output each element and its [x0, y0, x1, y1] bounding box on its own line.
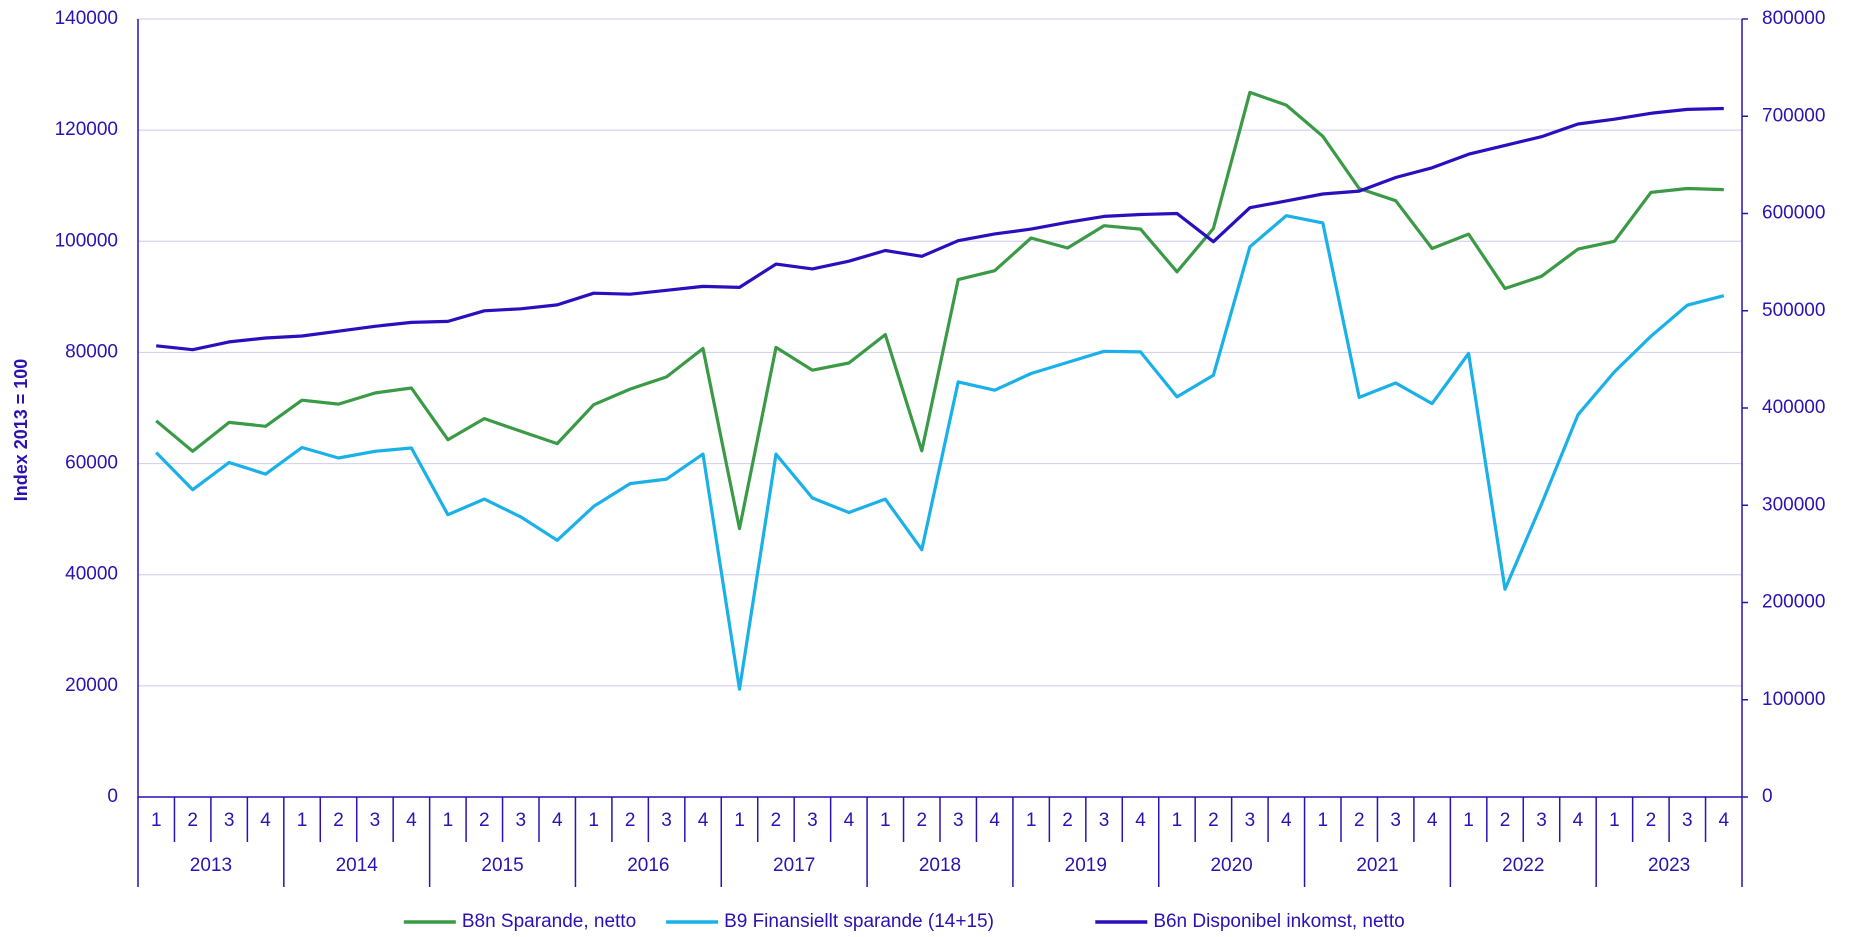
x-tick-label: 2	[333, 810, 344, 831]
y2-tick-label: 600000	[1762, 203, 1825, 224]
x-tick-label: 1	[297, 810, 308, 831]
series-line	[155, 90, 1724, 531]
x-group-label: 2016	[627, 855, 669, 876]
y-tick-label: 60000	[65, 453, 118, 474]
x-group-label: 2017	[773, 855, 815, 876]
y2-tick-label: 0	[1762, 786, 1773, 807]
x-tick-label: 4	[698, 810, 709, 831]
x-group-label: 2014	[336, 855, 379, 876]
x-tick-label: 2	[916, 810, 927, 831]
y-tick-label: 0	[107, 786, 118, 807]
y-tick-label: 140000	[55, 8, 118, 29]
x-tick-label: 2	[771, 810, 782, 831]
x-tick-label: 3	[370, 810, 381, 831]
x-tick-label: 1	[1172, 810, 1183, 831]
x-tick-label: 4	[260, 810, 271, 831]
x-group-label: 2022	[1502, 855, 1544, 876]
y2-tick-label: 700000	[1762, 105, 1825, 126]
x-tick-label: 3	[1682, 810, 1693, 831]
y2-tick-label: 400000	[1762, 397, 1825, 418]
x-tick-label: 4	[1573, 810, 1584, 831]
x-tick-label: 3	[807, 810, 818, 831]
x-group-label: 2015	[481, 855, 523, 876]
y2-tick-label: 200000	[1762, 592, 1825, 613]
x-tick-label: 4	[1281, 810, 1292, 831]
legend-label: B8n Sparande, netto	[462, 911, 636, 932]
x-tick-label: 1	[1463, 810, 1474, 831]
x-tick-label: 1	[1317, 810, 1328, 831]
x-tick-label: 2	[1646, 810, 1657, 831]
y-tick-label: 40000	[65, 564, 118, 585]
y2-tick-label: 500000	[1762, 300, 1825, 321]
x-tick-label: 1	[880, 810, 891, 831]
x-group-label: 2018	[919, 855, 961, 876]
y2-tick-label: 800000	[1762, 8, 1825, 29]
x-tick-label: 2	[1500, 810, 1511, 831]
x-tick-label: 1	[1609, 810, 1620, 831]
x-tick-label: 1	[1026, 810, 1037, 831]
x-tick-label: 2	[1208, 810, 1219, 831]
y-tick-label: 80000	[65, 341, 118, 362]
x-group-label: 2020	[1210, 855, 1252, 876]
x-tick-label: 1	[443, 810, 454, 831]
x-tick-label: 2	[625, 810, 636, 831]
x-tick-label: 4	[844, 810, 855, 831]
x-tick-label: 2	[1062, 810, 1073, 831]
x-tick-label: 2	[187, 810, 198, 831]
x-tick-label: 1	[734, 810, 745, 831]
x-tick-label: 2	[1354, 810, 1365, 831]
x-tick-label: 3	[1245, 810, 1256, 831]
x-tick-label: 2	[479, 810, 490, 831]
x-tick-label: 3	[1099, 810, 1110, 831]
y-tick-label: 100000	[55, 230, 118, 251]
x-group-label: 2021	[1356, 855, 1398, 876]
x-tick-label: 4	[1135, 810, 1146, 831]
x-tick-label: 4	[989, 810, 1000, 831]
legend-label: B6n Disponibel inkomst, netto	[1153, 911, 1404, 932]
x-tick-label: 4	[1427, 810, 1438, 831]
x-tick-label: 4	[552, 810, 563, 831]
x-tick-label: 3	[661, 810, 672, 831]
y2-tick-label: 300000	[1762, 494, 1825, 515]
x-tick-label: 3	[1390, 810, 1401, 831]
x-tick-label: 3	[1536, 810, 1547, 831]
x-tick-label: 3	[953, 810, 964, 831]
y-tick-label: 120000	[55, 119, 118, 140]
x-tick-label: 4	[1718, 810, 1729, 831]
y-axis-label: Index 2013 = 100	[11, 359, 31, 502]
x-group-label: 2019	[1065, 855, 1107, 876]
x-tick-label: 1	[588, 810, 599, 831]
x-group-label: 2013	[190, 855, 232, 876]
y2-tick-label: 100000	[1762, 689, 1825, 710]
x-tick-label: 4	[406, 810, 417, 831]
x-tick-label: 3	[515, 810, 526, 831]
x-tick-label: 3	[224, 810, 235, 831]
x-group-label: 2023	[1648, 855, 1690, 876]
legend-label: B9 Finansiellt sparande (14+15)	[724, 911, 994, 932]
x-tick-label: 1	[151, 810, 162, 831]
series-line	[155, 214, 1725, 691]
y-tick-label: 20000	[65, 675, 118, 696]
series-line	[156, 106, 1724, 352]
